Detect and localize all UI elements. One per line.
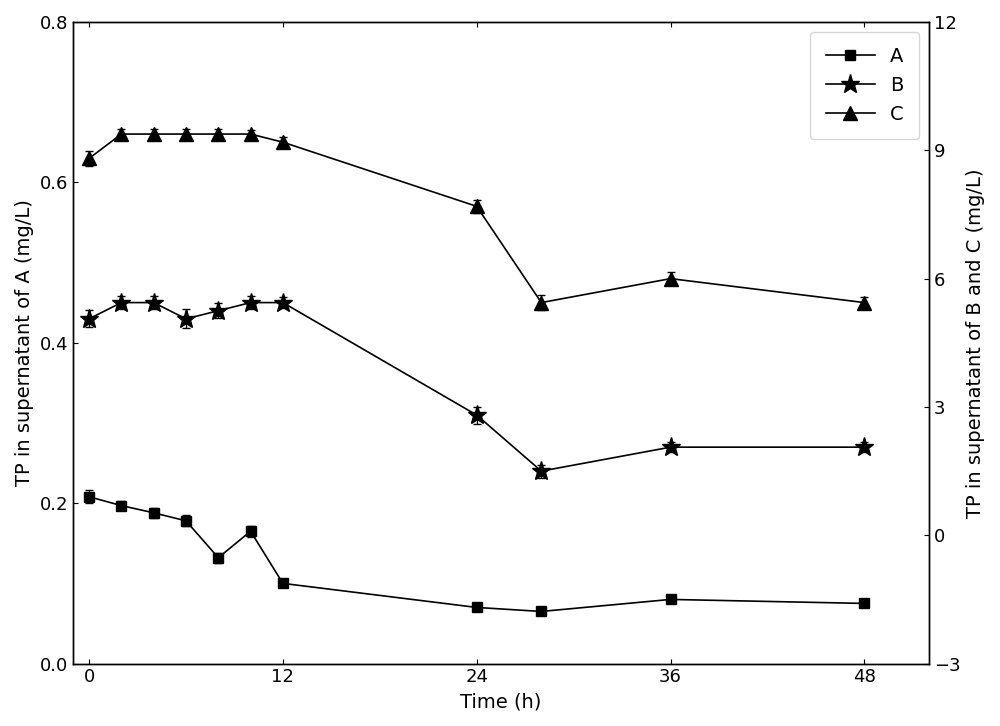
- Legend: A, B, C: A, B, C: [810, 32, 919, 139]
- Y-axis label: TP in supernatant of B and C (mg/L): TP in supernatant of B and C (mg/L): [966, 168, 985, 518]
- Y-axis label: TP in supernatant of A (mg/L): TP in supernatant of A (mg/L): [15, 200, 34, 486]
- X-axis label: Time (h): Time (h): [460, 692, 542, 711]
